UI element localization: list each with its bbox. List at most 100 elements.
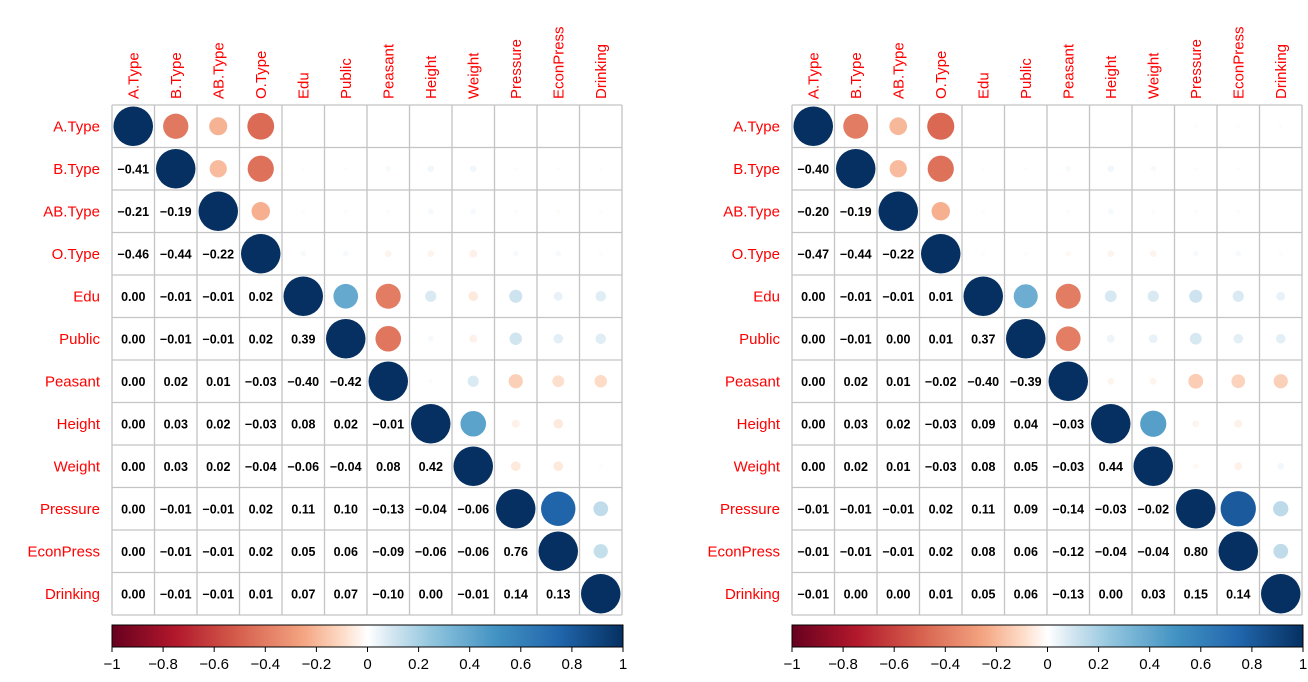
- correlation-circle: [386, 209, 391, 214]
- correlation-value: 0.07: [334, 587, 358, 601]
- correlation-circle: [1104, 290, 1117, 303]
- column-label: Public: [1018, 58, 1035, 99]
- colorbar-tick-label: 0.2: [408, 656, 429, 673]
- correlation-circle: [553, 333, 564, 344]
- correlation-circle: [1234, 462, 1243, 471]
- correlation-circle: [889, 117, 908, 136]
- row-label: Drinking: [45, 586, 100, 603]
- row-label: EconPress: [27, 543, 100, 560]
- correlation-circle: [1192, 463, 1199, 470]
- correlation-circle: [1261, 574, 1301, 614]
- correlation-value: −0.01: [160, 290, 192, 304]
- row-label: Height: [57, 416, 101, 433]
- correlation-circle: [1140, 410, 1167, 437]
- correlation-value: 0.14: [1226, 587, 1250, 601]
- correlation-circle: [1193, 166, 1198, 171]
- row-label: Weight: [54, 458, 101, 475]
- correlation-circle: [1218, 531, 1258, 571]
- colorbar-tick-label: −0.8: [148, 656, 178, 673]
- correlation-circle: [509, 289, 523, 303]
- correlation-circle: [251, 201, 271, 221]
- correlation-value: 0.02: [844, 460, 868, 474]
- correlation-value: −0.01: [797, 545, 829, 559]
- correlation-value: 0.06: [1014, 545, 1038, 559]
- correlation-circle: [1149, 250, 1157, 258]
- correlation-value: −0.01: [457, 587, 489, 601]
- correlation-circle: [1192, 420, 1200, 428]
- row-label: O.Type: [52, 246, 100, 263]
- correlation-circle: [1231, 374, 1246, 389]
- correlation-value: −0.10: [372, 587, 404, 601]
- correlation-value: 0.00: [121, 375, 145, 389]
- column-label: EconPress: [1230, 26, 1247, 99]
- correlation-circle: [468, 291, 479, 302]
- column-label: Peasant: [380, 43, 397, 99]
- correlation-circle: [963, 276, 1003, 316]
- correlation-value: 0.02: [249, 332, 273, 346]
- correlation-value: 0.01: [886, 460, 910, 474]
- correlation-value: −0.01: [202, 545, 234, 559]
- correlation-circle: [469, 165, 477, 173]
- colorbar-tick-label: 0.6: [510, 656, 531, 673]
- colorbar-tick-label: 1: [1299, 656, 1307, 673]
- correlation-circle: [368, 361, 408, 401]
- correlation-value: 0.39: [291, 332, 315, 346]
- colorbar-tick-label: 0.4: [459, 656, 480, 673]
- correlation-circle: [427, 335, 434, 342]
- correlation-circle: [598, 166, 603, 171]
- correlation-value: 0.00: [121, 417, 145, 431]
- column-label: O.Type: [933, 51, 950, 99]
- correlation-circle: [1176, 489, 1216, 529]
- correlation-circle: [843, 113, 869, 139]
- correlation-value: −0.01: [797, 587, 829, 601]
- correlation-circle: [598, 464, 603, 469]
- correlation-circle: [581, 574, 621, 614]
- correlation-value: 0.02: [249, 545, 273, 559]
- correlation-value: 0.00: [121, 290, 145, 304]
- correlation-circle: [541, 491, 576, 526]
- correlation-circle: [1220, 491, 1256, 527]
- correlation-value: 0.00: [801, 417, 825, 431]
- correlation-circle: [333, 283, 359, 309]
- correlation-circle: [1232, 290, 1244, 302]
- correlation-circle: [300, 250, 307, 257]
- correlation-value: 0.08: [376, 460, 400, 474]
- correlation-circle: [469, 249, 478, 258]
- correlation-value: 0.01: [886, 375, 910, 389]
- correlation-value: −0.02: [925, 375, 957, 389]
- row-label: A.Type: [733, 118, 780, 135]
- correlation-circle: [1233, 333, 1244, 344]
- correlation-circle: [1065, 165, 1072, 172]
- correlation-circle: [1023, 251, 1028, 256]
- column-label: Pressure: [508, 39, 525, 99]
- column-label: Public: [338, 58, 355, 99]
- correlation-value: 0.00: [801, 375, 825, 389]
- correlation-value: −0.44: [160, 247, 192, 261]
- correlation-circle: [375, 283, 401, 309]
- correlation-value: −0.40: [797, 162, 829, 176]
- row-label: AB.Type: [43, 203, 100, 220]
- correlation-value: 0.01: [249, 587, 273, 601]
- correlation-value: 0.42: [419, 460, 443, 474]
- correlation-value: −0.01: [160, 332, 192, 346]
- row-label: Peasant: [725, 373, 781, 390]
- correlation-circle: [538, 531, 578, 571]
- correlation-value: 0.00: [121, 332, 145, 346]
- correlation-circle: [470, 208, 477, 215]
- correlation-circle: [509, 332, 522, 345]
- correlation-circle: [593, 544, 608, 559]
- correlation-circle: [198, 191, 238, 231]
- correlation-circle: [1107, 377, 1115, 385]
- correlation-value: −0.20: [797, 205, 829, 219]
- correlation-circle: [1107, 165, 1115, 173]
- correlation-circle: [1234, 419, 1243, 428]
- correlation-circle: [1278, 251, 1283, 256]
- correlation-value: −0.46: [117, 247, 149, 261]
- correlation-circle: [1048, 361, 1088, 401]
- correlation-circle: [247, 112, 275, 140]
- correlation-circle: [1273, 374, 1288, 389]
- correlation-value: −0.01: [160, 502, 192, 516]
- correlation-circle: [1193, 209, 1198, 214]
- row-label: Weight: [734, 458, 781, 475]
